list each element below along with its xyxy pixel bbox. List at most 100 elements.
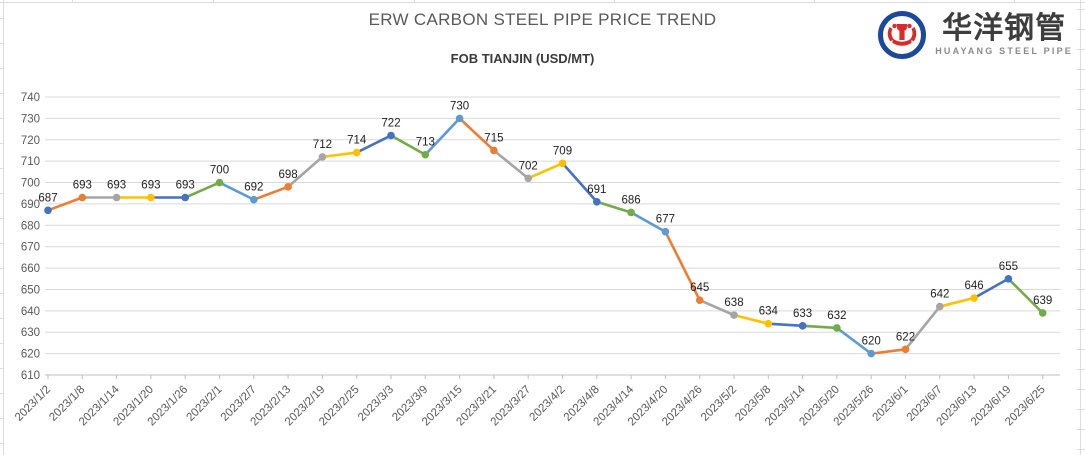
data-label: 693 <box>107 180 126 192</box>
x-tick-label: 2023/1/2 <box>13 384 53 424</box>
line-segment <box>458 117 496 152</box>
line-segment <box>423 117 461 157</box>
y-tick-label: 720 <box>21 135 40 147</box>
data-label: 620 <box>862 336 881 348</box>
line-segment <box>972 277 1010 300</box>
logo-emblem-icon <box>878 11 927 59</box>
data-point <box>112 193 121 202</box>
y-tick-label: 650 <box>21 284 40 296</box>
data-label: 632 <box>827 310 846 322</box>
line-segment <box>595 200 633 214</box>
data-label: 646 <box>965 280 984 292</box>
data-point <box>250 195 258 204</box>
y-tick-label: 660 <box>21 263 40 275</box>
line-segment <box>629 211 667 234</box>
y-tick-label: 670 <box>21 242 40 254</box>
y-tick-label: 690 <box>21 199 40 211</box>
y-tick-label: 640 <box>21 306 40 318</box>
line-segment <box>46 196 84 212</box>
data-label: 642 <box>930 289 949 301</box>
data-label: 714 <box>347 135 367 147</box>
data-label: 700 <box>210 165 229 177</box>
data-point <box>901 345 910 354</box>
line-segment <box>526 161 564 180</box>
data-label: 634 <box>759 306 779 318</box>
data-point <box>490 146 498 155</box>
data-label: 655 <box>999 261 1018 273</box>
x-tick-label: 2023/6/1 <box>870 384 910 424</box>
data-point <box>181 193 189 202</box>
data-label: 702 <box>519 160 538 172</box>
logo-red-monogram <box>887 23 917 46</box>
data-point <box>764 319 773 328</box>
x-tick-label: 2023/2/1 <box>184 384 224 424</box>
y-tick-label: 740 <box>21 92 40 104</box>
data-point <box>970 294 978 302</box>
line-segment <box>664 230 702 302</box>
data-label: 693 <box>141 180 160 192</box>
line-segment <box>183 181 221 199</box>
data-label: 698 <box>279 169 298 181</box>
line-segments <box>46 117 1044 355</box>
line-segment <box>801 324 839 330</box>
data-point <box>455 114 464 123</box>
data-label: 622 <box>896 331 915 343</box>
y-tick-label: 700 <box>21 178 40 190</box>
data-point <box>352 148 361 157</box>
line-segment <box>286 155 324 189</box>
data-points <box>44 114 1047 358</box>
data-label: 677 <box>656 214 675 226</box>
data-point <box>387 131 395 140</box>
data-point <box>558 159 567 168</box>
data-point <box>524 174 532 183</box>
logo-cn-text: 华洋钢管 <box>942 12 1067 45</box>
data-point <box>44 206 52 215</box>
line-segment <box>732 313 770 325</box>
line-segment <box>492 149 530 180</box>
data-label: 687 <box>38 192 57 204</box>
data-point <box>1004 274 1013 283</box>
data-label: 693 <box>73 180 92 192</box>
line-segment <box>321 151 359 159</box>
line-segment <box>869 348 907 355</box>
data-point <box>936 302 944 311</box>
y-tick-label: 630 <box>21 327 40 339</box>
logo-en-text: HUAYANG STEEL PIPE <box>935 46 1073 56</box>
line-segment <box>252 185 290 201</box>
line-segment <box>1007 277 1044 315</box>
data-label: 709 <box>553 145 572 157</box>
gridlines <box>45 96 1060 355</box>
data-point <box>593 197 601 206</box>
data-label: 730 <box>450 100 469 112</box>
data-label: 686 <box>622 194 641 206</box>
y-tick-labels: 610 620 630 640 650 660 670 680 690 700 710 720 730 7… <box>21 92 40 382</box>
data-label: 712 <box>313 139 332 151</box>
data-point <box>867 349 875 358</box>
data-point <box>1038 309 1047 317</box>
line-segment <box>698 298 736 317</box>
data-point <box>695 296 704 304</box>
data-point <box>730 311 738 319</box>
x-tick-label: 2023/4/2 <box>527 384 567 424</box>
x-tick-label: 2023/5/2 <box>699 384 739 424</box>
line-segment <box>904 305 942 351</box>
data-point <box>833 324 841 332</box>
y-tick-label: 620 <box>21 349 40 361</box>
line-segment <box>938 296 976 308</box>
line-segment <box>355 134 393 154</box>
line-segment <box>835 326 873 355</box>
y-tick-label: 680 <box>21 220 40 232</box>
data-label: 638 <box>724 297 743 309</box>
x-tick-label: 2023/3/3 <box>356 384 396 424</box>
data-label: 633 <box>793 308 812 320</box>
x-tick-labels: 2023/1/22023/1/82023/1/142023/1/202023/1… <box>13 383 1048 428</box>
chart-subtitle: FOB TIANJIN (USD/MT) <box>450 51 595 66</box>
data-point <box>421 150 430 159</box>
data-label: 693 <box>176 180 195 192</box>
line-segment <box>218 181 256 201</box>
data-point <box>661 227 670 236</box>
data-point <box>798 322 807 330</box>
